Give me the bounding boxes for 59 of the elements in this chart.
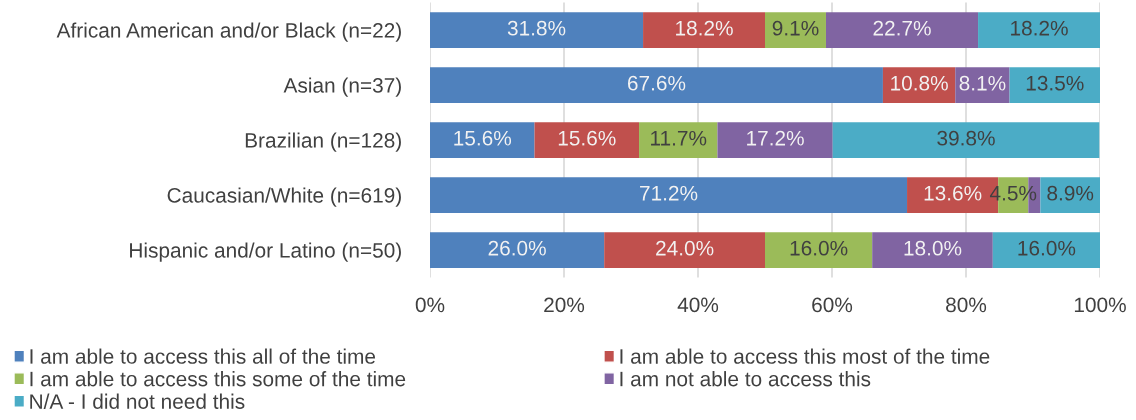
bar [604,232,765,268]
bar [430,67,883,103]
data-label: 10.8% [891,75,948,91]
data-label: 18.2% [1011,20,1068,36]
bar [643,12,765,48]
data-label: 15.6% [558,130,616,146]
bar [1009,67,1100,103]
x-tick-label: 20% [544,297,585,313]
x-tick-label: 60% [812,297,853,313]
bar [978,12,1100,48]
data-label: 9.1% [772,20,819,36]
data-label: 39.8% [937,130,995,146]
x-tick-label: 100% [1074,297,1126,313]
data-label: 17.2% [747,130,804,146]
y-tick-label: Asian (n=37) [283,77,401,97]
data-label: 16.0% [790,240,848,256]
bar [639,122,718,158]
data-label: 22.7% [873,20,931,36]
legend-label: I am able to access this most of the time [620,348,990,364]
bar [825,12,979,48]
data-label: 13.6% [924,185,982,201]
data-label: 16.0% [1018,240,1076,256]
bar [955,67,1010,103]
data-label: 24.0% [656,240,714,256]
data-label: 11.7% [651,130,707,146]
data-label: 15.6% [454,130,512,146]
bar [430,122,535,158]
bar [992,232,1100,268]
data-label: 31.8% [507,20,566,36]
y-tick-label: Caucasian/White (n=619) [167,187,401,207]
data-label: 13.5% [1026,75,1084,91]
bar [1040,177,1100,213]
x-tick-label: 0% [415,297,445,313]
bar [534,122,640,158]
data-label: 26.0% [488,240,546,256]
bar [430,232,605,268]
data-label: 71.2% [640,185,698,201]
bar [882,67,956,103]
y-tick-label: Hispanic and/or Latino (n=50) [130,242,401,262]
legend-label: I am not able to access this [620,371,871,387]
bar [872,232,993,268]
data-label: 8.9% [1047,185,1094,201]
legend-label: I am able to access this some of the time [30,371,406,387]
bar [765,12,826,48]
data-label: 8.1% [959,75,1006,91]
data-label: 18.2% [676,20,733,36]
bar [430,12,644,48]
legend-label: I am able to access this all of the time [30,348,376,364]
bar [717,122,833,158]
bar [430,177,908,213]
bar [832,122,1100,158]
y-tick-label: Brazilian (n=128) [245,132,401,152]
data-label: 67.6% [627,75,686,91]
data-label: 18.0% [904,240,962,256]
legend-label: N/A - I did not need this [30,393,245,409]
y-tick-label: African American and/or Black (n=22) [56,22,401,42]
x-tick-label: 80% [946,297,987,313]
x-tick-label: 40% [677,297,719,313]
bar [765,232,873,268]
